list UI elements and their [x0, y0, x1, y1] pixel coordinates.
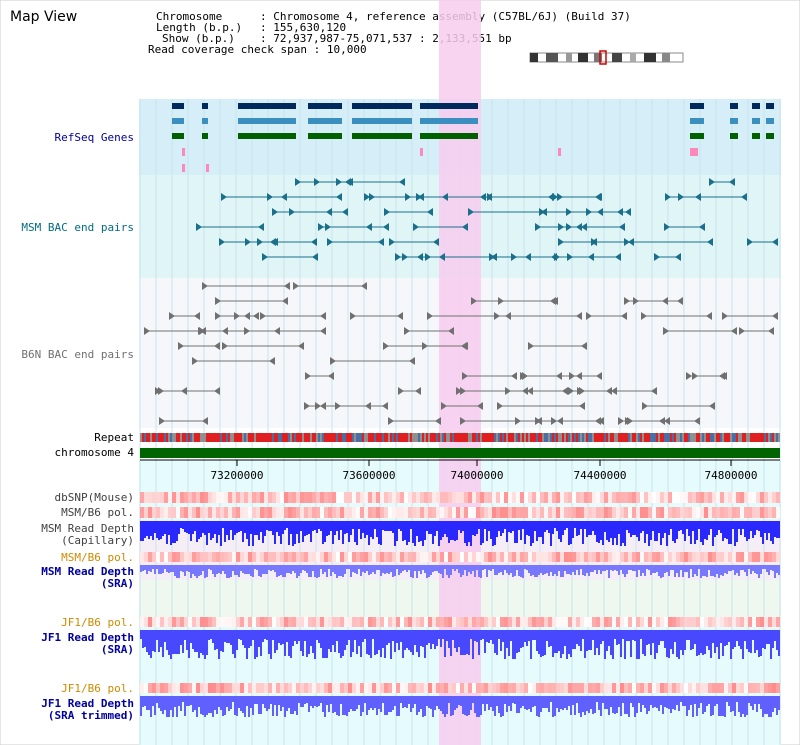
show-label: Show (b.p.)	[162, 32, 235, 45]
track-label-jf1-b6-pol-2[interactable]: JF1/B6 pol.	[61, 682, 134, 695]
b6n-bac-glyphs[interactable]	[144, 282, 778, 425]
chromosome-label: Chromosome	[156, 10, 223, 23]
axis-tick-label: 73200000	[211, 469, 264, 482]
page-title: Map View	[10, 9, 78, 25]
track-label-jf1-depth-sub: (SRA)	[100, 643, 134, 656]
length-value: 155,630,120	[273, 21, 347, 34]
track-label-dbsnp[interactable]: dbSNP(Mouse)	[54, 491, 134, 504]
track-label-jf1-trim[interactable]: JF1 Read Depth	[41, 697, 134, 710]
axis-tick-label: 74800000	[705, 469, 758, 482]
info-length: Length (b.p.): 155,630,120	[148, 22, 346, 33]
track-label-msm-depth-sra[interactable]: MSM Read Depth	[41, 565, 134, 578]
track-label-jf1-depth[interactable]: JF1 Read Depth	[41, 631, 134, 644]
msm-bac-glyphs[interactable]	[196, 178, 778, 261]
track-label-chromosome[interactable]: chromosome 4	[54, 446, 134, 459]
track-label-msm-depth-cap-sub: (Capillary)	[61, 534, 134, 547]
track-label-b6n-bac[interactable]: B6N BAC end pairs	[21, 348, 134, 361]
axis-tick-label: 73600000	[343, 469, 396, 482]
track-label-repeat[interactable]: Repeat	[94, 431, 134, 444]
axis-tick-label: 74000000	[451, 469, 504, 482]
chromosome-ideogram[interactable]	[529, 50, 684, 65]
repeat-track[interactable]	[140, 433, 780, 442]
chromosome-bar[interactable]	[140, 448, 780, 458]
position-axis: 73200000 73600000 74000000 74400000 74800000	[140, 459, 780, 482]
track-label-msm-b6-pol-1[interactable]: MSM/B6 pol.	[61, 506, 134, 519]
axis-tick-label: 74400000	[574, 469, 627, 482]
ideogram-marker	[599, 50, 607, 65]
coverage-label: Read coverage check span	[148, 43, 307, 56]
info-coverage: Read coverage check span : 10,000	[148, 43, 367, 56]
depth-tracks[interactable]	[140, 521, 780, 717]
heat-tracks[interactable]	[140, 492, 780, 693]
refseq-gene-glyphs[interactable]	[172, 103, 774, 172]
length-label: Length (b.p.)	[156, 21, 243, 34]
coverage-value: 10,000	[326, 43, 367, 56]
track-label-msm-depth-cap[interactable]: MSM Read Depth	[41, 522, 134, 535]
track-label-msm-b6-pol-2[interactable]: MSM/B6 pol.	[61, 551, 134, 564]
track-label-refseq[interactable]: RefSeq Genes	[54, 131, 134, 144]
track-label-jf1-trim-sub: (SRA trimmed)	[47, 709, 134, 722]
track-label-jf1-b6-pol-1[interactable]: JF1/B6 pol.	[61, 616, 134, 629]
track-label-msm-depth-sra-sub: (SRA)	[100, 577, 134, 590]
track-label-msm-bac[interactable]: MSM BAC end pairs	[21, 221, 134, 234]
